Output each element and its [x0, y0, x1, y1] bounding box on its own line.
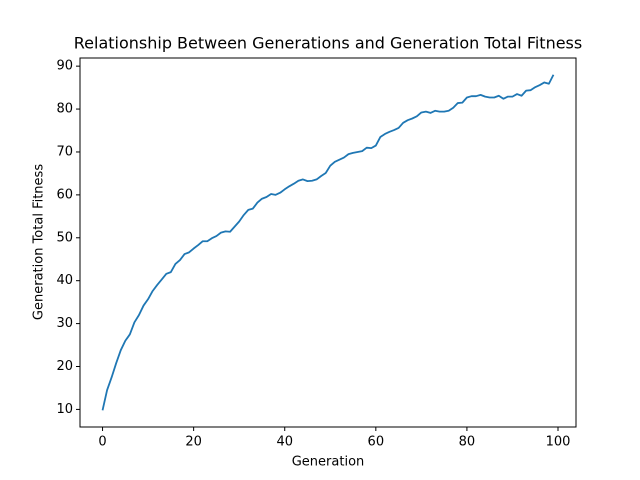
y-tick-label: 80	[56, 102, 73, 117]
x-tick-label: 40	[276, 435, 293, 450]
y-tick-label: 90	[56, 59, 73, 74]
axes-frame	[79, 57, 577, 428]
x-tick-label: 20	[185, 435, 202, 450]
chart-title: Relationship Between Generations and Gen…	[74, 34, 582, 53]
y-tick-label: 20	[56, 359, 73, 374]
x-tick-label: 100	[546, 435, 571, 450]
data-line	[101, 74, 555, 411]
x-axis-label: Generation	[292, 455, 365, 470]
x-tick-label: 80	[459, 435, 476, 450]
y-tick-label: 50	[56, 230, 73, 245]
y-tick-label: 10	[56, 402, 73, 417]
y-tick-label: 60	[56, 187, 73, 202]
y-tick-label: 70	[56, 144, 73, 159]
x-tick-label: 60	[368, 435, 385, 450]
y-tick-label: 40	[56, 273, 73, 288]
x-tick-label: 0	[98, 435, 106, 450]
y-axis-label: Generation Total Fitness	[32, 164, 47, 320]
y-tick-label: 30	[56, 316, 73, 331]
